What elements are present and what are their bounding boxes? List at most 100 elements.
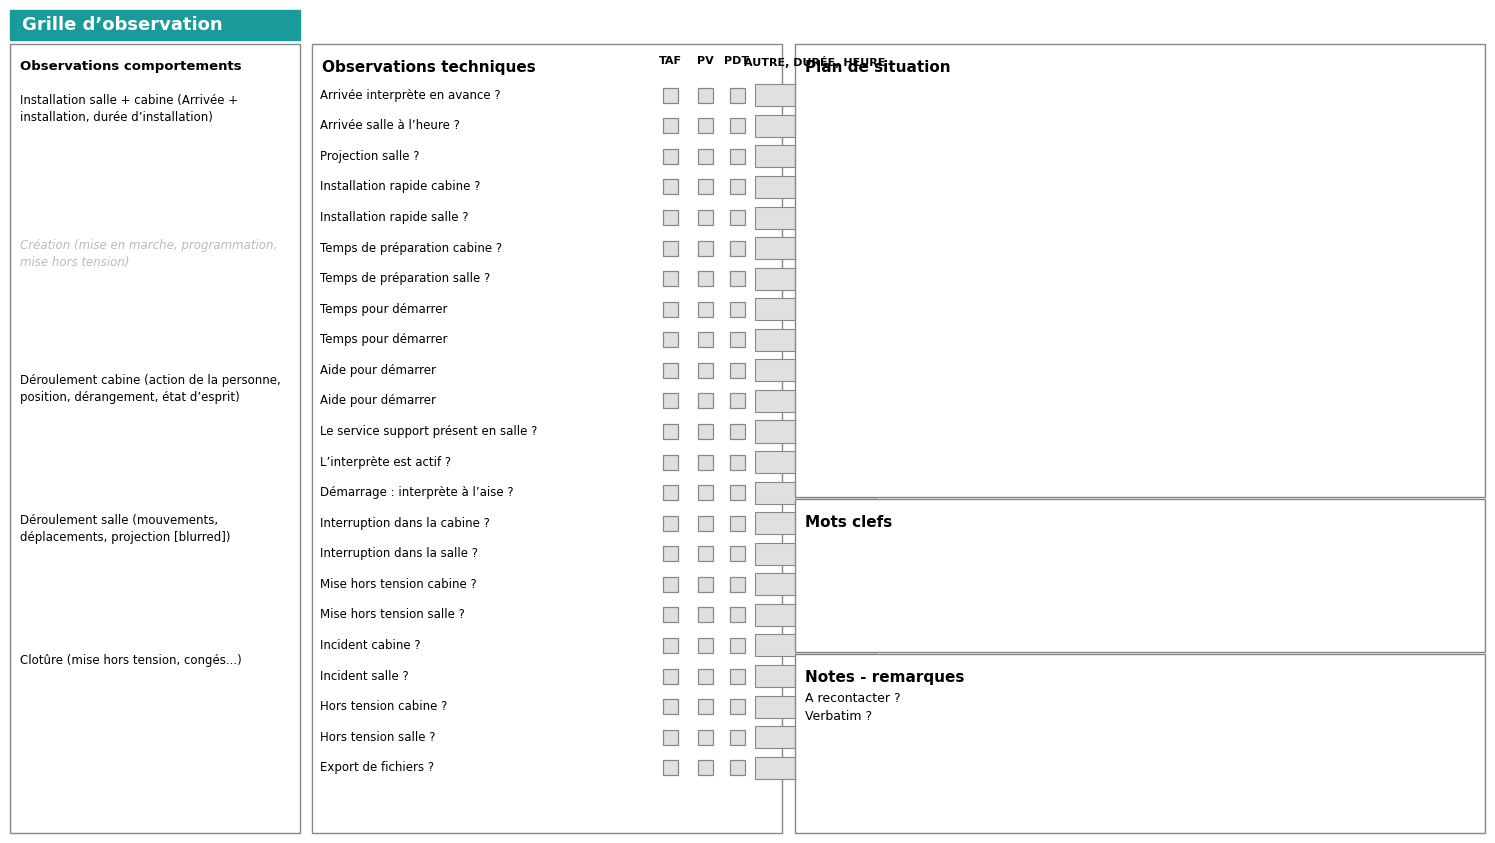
Bar (662, 638, 677, 653)
Text: Interruption dans la cabine ?: Interruption dans la cabine ? (320, 517, 490, 529)
Text: TAF: TAF (658, 56, 682, 66)
Text: L’interprète est actif ?: L’interprète est actif ? (320, 455, 451, 469)
Text: Mots clefs: Mots clefs (804, 515, 893, 530)
Text: Mise hors tension cabine ?: Mise hors tension cabine ? (320, 577, 477, 591)
Text: Plan de situation: Plan de situation (804, 60, 951, 75)
Bar (730, 516, 745, 531)
Bar (698, 608, 713, 622)
Bar (698, 210, 713, 225)
Bar (755, 329, 875, 351)
Bar (698, 454, 713, 470)
Text: Temps pour démarrer: Temps pour démarrer (320, 303, 447, 316)
Bar (755, 359, 875, 381)
Bar (698, 362, 713, 378)
Text: Arrivée salle à l’heure ?: Arrivée salle à l’heure ? (320, 120, 460, 132)
Bar (755, 390, 875, 412)
Bar (662, 730, 677, 744)
Text: Déroulement salle (mouvements,
déplacements, projection [blurred]): Déroulement salle (mouvements, déplaceme… (19, 514, 230, 544)
Bar (755, 543, 875, 565)
Bar (662, 516, 677, 531)
Bar (755, 145, 875, 168)
Bar (755, 513, 875, 534)
Bar (698, 180, 713, 195)
Bar (698, 88, 713, 103)
Bar (662, 149, 677, 164)
Text: AUTRE, DURÉE, HEURE: AUTRE, DURÉE, HEURE (745, 56, 885, 68)
Bar (730, 149, 745, 164)
Text: Observations techniques: Observations techniques (321, 60, 535, 75)
Bar (755, 298, 875, 320)
Bar (730, 88, 745, 103)
Bar (698, 118, 713, 133)
Bar (698, 240, 713, 255)
Bar (698, 730, 713, 744)
Bar (698, 577, 713, 592)
Bar (730, 577, 745, 592)
Text: Arrivée interprète en avance ?: Arrivée interprète en avance ? (320, 89, 501, 102)
Bar (730, 699, 745, 714)
Text: Installation salle + cabine (Arrivée +
installation, durée d’installation): Installation salle + cabine (Arrivée + i… (19, 94, 238, 124)
Bar (698, 332, 713, 347)
Bar (662, 88, 677, 103)
Text: Aide pour démarrer: Aide pour démarrer (320, 395, 437, 407)
Bar (730, 362, 745, 378)
Bar (795, 44, 1485, 497)
Bar (755, 726, 875, 748)
Bar (755, 421, 875, 443)
Bar (698, 668, 713, 684)
Text: Observations comportements: Observations comportements (19, 60, 242, 73)
Bar (662, 394, 677, 409)
Text: Incident cabine ?: Incident cabine ? (320, 639, 420, 652)
Bar (730, 118, 745, 133)
Text: Projection salle ?: Projection salle ? (320, 150, 420, 163)
Bar (730, 302, 745, 317)
Bar (730, 210, 745, 225)
Bar (755, 635, 875, 657)
Bar (730, 394, 745, 409)
Text: Temps pour démarrer: Temps pour démarrer (320, 333, 447, 346)
Bar (730, 454, 745, 470)
Bar (662, 302, 677, 317)
Bar (755, 268, 875, 290)
Bar (795, 499, 1485, 652)
Bar (755, 84, 875, 106)
Bar (755, 481, 875, 503)
Bar (755, 451, 875, 473)
Bar (662, 760, 677, 776)
Text: Déroulement cabine (action de la personne,
position, dérangement, état d’esprit): Déroulement cabine (action de la personn… (19, 374, 281, 404)
Bar (730, 332, 745, 347)
Text: Incident salle ?: Incident salle ? (320, 669, 408, 683)
Bar (662, 699, 677, 714)
Text: Aide pour démarrer: Aide pour démarrer (320, 364, 437, 377)
Bar (662, 332, 677, 347)
Bar (730, 608, 745, 622)
Text: Le service support présent en salle ?: Le service support présent en salle ? (320, 425, 537, 438)
Bar (755, 573, 875, 595)
Bar (10, 44, 300, 833)
Text: Installation rapide cabine ?: Installation rapide cabine ? (320, 180, 480, 194)
Bar (755, 757, 875, 779)
Bar (730, 730, 745, 744)
Bar (662, 180, 677, 195)
Bar (662, 577, 677, 592)
Bar (795, 654, 1485, 833)
Bar (755, 695, 875, 717)
Text: A recontacter ?: A recontacter ? (804, 692, 900, 705)
Bar (662, 362, 677, 378)
Bar (698, 485, 713, 500)
Bar (730, 485, 745, 500)
Text: Démarrage : interprète à l’aise ?: Démarrage : interprète à l’aise ? (320, 486, 514, 499)
Bar (698, 760, 713, 776)
Bar (698, 424, 713, 439)
Bar (755, 115, 875, 137)
Bar (698, 699, 713, 714)
Text: Verbatim ?: Verbatim ? (804, 710, 872, 723)
Bar (662, 424, 677, 439)
Bar (755, 176, 875, 198)
Bar (755, 237, 875, 259)
Bar (312, 44, 782, 833)
Bar (662, 454, 677, 470)
Bar (662, 240, 677, 255)
Bar (730, 240, 745, 255)
Bar (755, 665, 875, 687)
